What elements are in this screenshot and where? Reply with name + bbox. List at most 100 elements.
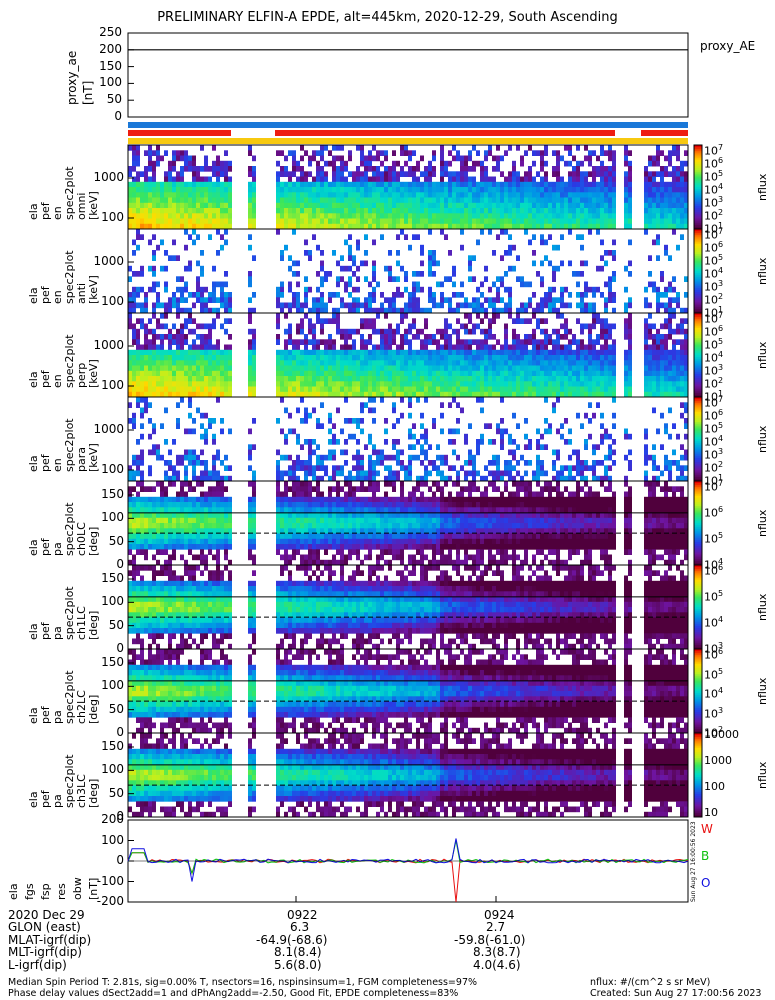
panel-tick-label: 150 <box>101 571 124 585</box>
panel-ylabel: [deg] <box>87 778 100 808</box>
colorbar-tick-label: 103 <box>704 363 724 378</box>
colorbar-segment <box>694 730 702 734</box>
colorbar-segment <box>694 588 702 591</box>
colorbar-tick-label: 103 <box>704 279 724 294</box>
colorbar-segment <box>694 235 702 238</box>
colorbar-segment <box>694 787 702 791</box>
colorbar-tick-label: 101 <box>704 389 724 404</box>
colorbar-segment <box>694 474 702 478</box>
colorbar-segment <box>694 178 702 182</box>
colorbar-segment <box>694 313 702 316</box>
colorbar-segment <box>694 197 702 201</box>
colorbar-segment <box>694 575 702 579</box>
colorbar-segment <box>694 506 702 509</box>
panel-ylabel: [deg] <box>87 526 100 556</box>
colorbar-segment <box>694 361 702 364</box>
colorbar-segment <box>694 581 702 585</box>
colorbar-segment <box>694 737 702 740</box>
ae-ylabel: proxy_ae <box>65 50 79 105</box>
colorbar-segment <box>694 556 702 560</box>
colorbar-segment <box>694 359 702 362</box>
colorbar-segment <box>694 571 702 574</box>
ae-tick-label: 100 <box>99 75 122 90</box>
colorbar-segment <box>694 600 702 604</box>
xaxis-row1-v1: 2.7 <box>486 920 506 934</box>
colorbar-label: nflux <box>756 677 769 705</box>
colorbar-segment <box>694 334 702 337</box>
colorbar-segment <box>694 747 702 751</box>
colorbar-segment <box>694 768 702 772</box>
colorbar-segment <box>694 604 702 608</box>
colorbar-segment <box>694 376 702 379</box>
ae-legend: proxy_AE <box>700 39 756 53</box>
status-bar-red <box>128 130 231 136</box>
colorbar-segment <box>694 258 702 261</box>
colorbar-segment <box>694 180 702 184</box>
colorbar-segment <box>694 684 702 688</box>
b-tick-label: -200 <box>96 894 124 908</box>
colorbar-segment <box>694 523 702 526</box>
colorbar-segment <box>694 216 702 219</box>
colorbar-segment <box>694 617 702 621</box>
panel-tick-label: 0 <box>116 557 124 571</box>
colorbar-segment <box>694 208 702 211</box>
colorbar-segment <box>694 418 702 421</box>
colorbar-segment <box>694 695 702 698</box>
colorbar-tick-label: 101 <box>704 473 724 488</box>
colorbar-segment <box>694 453 702 457</box>
colorbar-segment <box>694 714 702 717</box>
ae-tick-label: 250 <box>99 25 122 39</box>
colorbar-segment <box>694 346 702 350</box>
colorbar-segment <box>694 808 702 812</box>
colorbar-tick-label: 103 <box>704 705 724 721</box>
colorbar-segment <box>694 720 702 723</box>
colorbar-segment <box>694 252 702 255</box>
colorbar-segment <box>694 709 702 713</box>
colorbar-segment <box>694 649 702 652</box>
colorbar-segment <box>694 193 702 196</box>
colorbar-segment <box>694 245 702 249</box>
colorbar-segment <box>694 392 702 396</box>
spectrogram-panel-0 <box>128 145 688 230</box>
colorbar-segment <box>694 315 702 318</box>
colorbar-segment <box>694 541 702 545</box>
colorbar-segment <box>694 415 702 419</box>
colorbar-segment <box>694 495 702 499</box>
colorbar-segment <box>694 403 702 406</box>
colorbar-segment <box>694 659 702 663</box>
panel-tick-label: 1000 <box>93 338 124 352</box>
colorbar-tick-label: 105 <box>704 531 724 546</box>
colorbar-segment <box>694 779 702 782</box>
colorbar-segment <box>694 756 702 759</box>
colorbar-segment <box>694 550 702 553</box>
colorbar-segment <box>694 321 702 324</box>
colorbar-segment <box>694 298 702 301</box>
colorbar-segment <box>694 573 702 576</box>
colorbar-segment <box>694 203 702 207</box>
colorbar-tick-label: 106 <box>704 156 724 171</box>
panel-tick-label: 100 <box>101 510 124 525</box>
colorbar-tick-label: 10000 <box>704 728 739 741</box>
panel-tick-label: 1000 <box>93 254 124 268</box>
panel-tick-label: 50 <box>108 533 124 548</box>
colorbar-segment <box>694 514 702 518</box>
colorbar-segment <box>694 751 702 755</box>
colorbar-tick-label: 101 <box>704 221 724 236</box>
colorbar-segment <box>694 205 702 209</box>
colorbar-segment <box>694 676 702 679</box>
colorbar-segment <box>694 630 702 633</box>
colorbar-segment <box>694 411 702 415</box>
colorbar-segment <box>694 772 702 776</box>
panel-ylabel: [keV] <box>87 359 100 388</box>
colorbar-segment <box>694 565 702 568</box>
colorbar-segment <box>694 777 702 780</box>
colorbar-segment <box>694 678 702 681</box>
colorbar-segment <box>694 220 702 224</box>
colorbar-segment <box>694 745 702 749</box>
colorbar-segment <box>694 512 702 516</box>
colorbar-segment <box>694 770 702 774</box>
colorbar-segment <box>694 271 702 274</box>
colorbar-segment <box>694 344 702 348</box>
footer-right1: nflux: #/(cm^2 s sr MeV) <box>590 977 711 988</box>
colorbar-segment <box>694 741 702 744</box>
